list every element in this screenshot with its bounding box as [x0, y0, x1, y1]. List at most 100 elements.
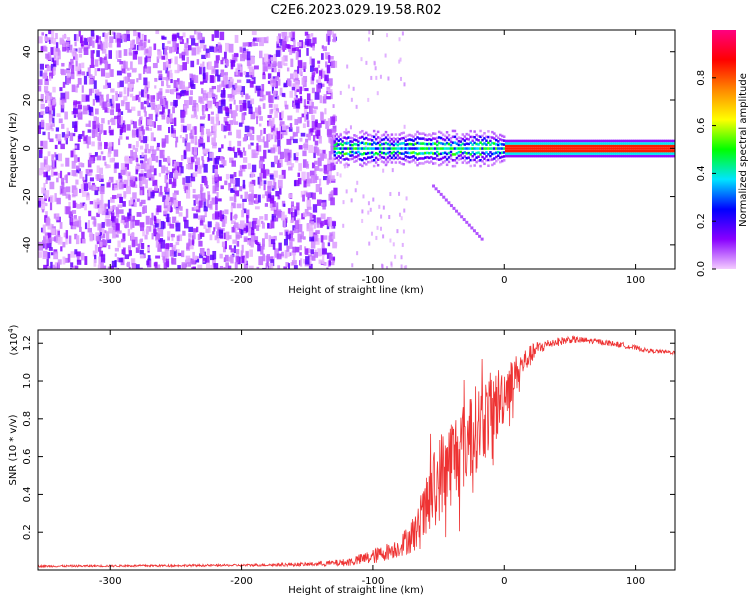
spectrogram-cell — [500, 155, 504, 159]
spectrogram-cell — [652, 149, 656, 153]
spectrogram-cell — [353, 142, 356, 146]
spectrogram-cell — [193, 75, 199, 84]
y-tick-label: 0.2 — [22, 524, 33, 540]
spectrogram-cell — [506, 147, 510, 150]
spectrogram-cell — [522, 152, 526, 155]
spectrogram-cell — [203, 152, 207, 156]
spectrogram-cell — [567, 152, 571, 155]
spectrogram-cell — [201, 109, 205, 116]
spectrogram-cell — [591, 139, 595, 143]
spectrogram-cell — [260, 164, 266, 173]
spectrogram-cell — [353, 134, 356, 137]
spectrogram-cell — [172, 47, 177, 52]
spectrogram-cell — [95, 117, 99, 125]
spectrogram-cell — [341, 147, 344, 150]
spectrogram-cell — [234, 83, 238, 88]
spectrogram-cell — [337, 155, 340, 158]
spectrogram-cell — [234, 262, 238, 269]
spectrogram-cell — [475, 232, 479, 236]
spectrogram-cell — [392, 147, 396, 150]
spectrogram-cell — [167, 235, 171, 241]
spectrogram-cell — [63, 232, 68, 238]
spectrogram-cell — [564, 139, 567, 143]
spectrogram-cell — [245, 251, 249, 259]
spectrogram-cell — [285, 262, 289, 267]
spectrogram-cell — [357, 157, 360, 161]
spectrogram-cell — [230, 205, 233, 214]
spectrogram-cell — [294, 80, 300, 90]
spectrogram-cell — [316, 217, 322, 225]
spectrogram-cell — [143, 106, 147, 113]
spectrogram-cell — [326, 179, 330, 184]
spectrogram-cell — [536, 142, 539, 145]
spectrogram-cell — [87, 37, 92, 42]
spectrogram-cell — [605, 149, 608, 153]
spectrogram-cell — [70, 72, 75, 80]
spectrogram-cell — [116, 38, 121, 48]
spectrogram-cell — [165, 182, 169, 189]
spectrogram-cell — [451, 159, 455, 162]
spectrogram-cell — [73, 215, 77, 220]
spectrogram-cell — [583, 142, 587, 145]
spectrogram-cell — [345, 147, 348, 150]
spectrogram-cell — [384, 152, 388, 156]
spectrogram-cell — [256, 241, 259, 246]
spectrogram-cell — [60, 177, 65, 185]
spectrogram-cell — [654, 144, 658, 148]
spectrogram-cell — [291, 260, 297, 265]
spectrogram-cell — [365, 142, 368, 145]
spectrogram-cell — [512, 139, 516, 143]
spectrogram-cell — [546, 144, 549, 148]
spectrogram-cell — [43, 182, 46, 189]
spectrogram-cell — [193, 206, 199, 210]
spectrogram-cell — [192, 100, 197, 106]
spectrogram-cell — [426, 138, 429, 142]
spectrogram-cell — [104, 141, 108, 149]
spectrogram-cell — [617, 147, 620, 150]
spectrogram-cell — [200, 232, 205, 237]
spectrogram-cell — [451, 153, 455, 156]
spectrogram-cell — [298, 163, 302, 172]
spectrogram-cell — [210, 254, 215, 261]
spectrogram-cell — [219, 253, 223, 259]
spectrogram-cell — [200, 132, 204, 138]
spectrogram-cell — [445, 131, 449, 134]
spectrogram-cell — [56, 113, 61, 117]
spectrogram-cell — [406, 151, 409, 155]
spectrogram-cell — [87, 104, 90, 111]
spectrogram-cell — [212, 177, 217, 185]
spectrogram-cell — [165, 258, 170, 266]
spectrogram-cell — [109, 130, 114, 136]
spectrogram-cell — [316, 222, 320, 228]
spectrogram-cell — [546, 154, 549, 158]
spectrogram-cell — [155, 255, 161, 259]
spectrogram-cell — [328, 55, 331, 64]
spectrogram-cell — [169, 46, 173, 54]
spectrogram-cell — [455, 209, 459, 213]
spectrogram-cell — [196, 45, 200, 55]
spectrogram-cell — [59, 97, 63, 106]
spectrogram-cell — [184, 42, 189, 49]
spectrogram-cell — [552, 154, 555, 158]
spectrogram-cell — [538, 152, 541, 155]
spectrogram-cell — [416, 141, 419, 145]
spectrogram-cell — [516, 142, 520, 145]
spectrogram-cell — [293, 227, 299, 234]
spectrogram-cell — [252, 153, 258, 158]
spectrogram-cell — [210, 264, 214, 269]
spectrogram-cell — [248, 194, 253, 202]
spectrogram-cell — [85, 135, 89, 144]
spectrogram-cell — [575, 149, 579, 153]
spectrogram-cell — [644, 142, 648, 145]
spectrogram-cell — [289, 241, 293, 249]
spectrogram-cell — [465, 152, 469, 155]
spectrogram-cell — [189, 78, 194, 87]
spectrogram-cell — [581, 142, 585, 145]
spectrogram-cell — [281, 110, 284, 119]
spectrogram-cell — [437, 141, 441, 145]
spectrogram-cell — [632, 152, 636, 155]
spectrogram-cell — [534, 144, 537, 148]
spectrogram-cell — [53, 59, 57, 68]
spectrogram-cell — [150, 191, 155, 199]
spectrogram-cell — [133, 30, 137, 37]
